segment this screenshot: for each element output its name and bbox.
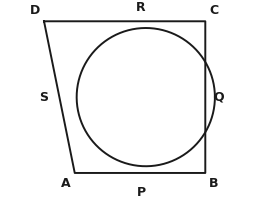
Text: A: A [61, 177, 71, 190]
Text: C: C [209, 4, 218, 17]
Text: B: B [209, 177, 219, 190]
Text: P: P [136, 186, 145, 199]
Text: R: R [136, 1, 146, 14]
Text: S: S [39, 91, 48, 104]
Text: D: D [30, 4, 40, 17]
Text: Q: Q [213, 91, 224, 104]
